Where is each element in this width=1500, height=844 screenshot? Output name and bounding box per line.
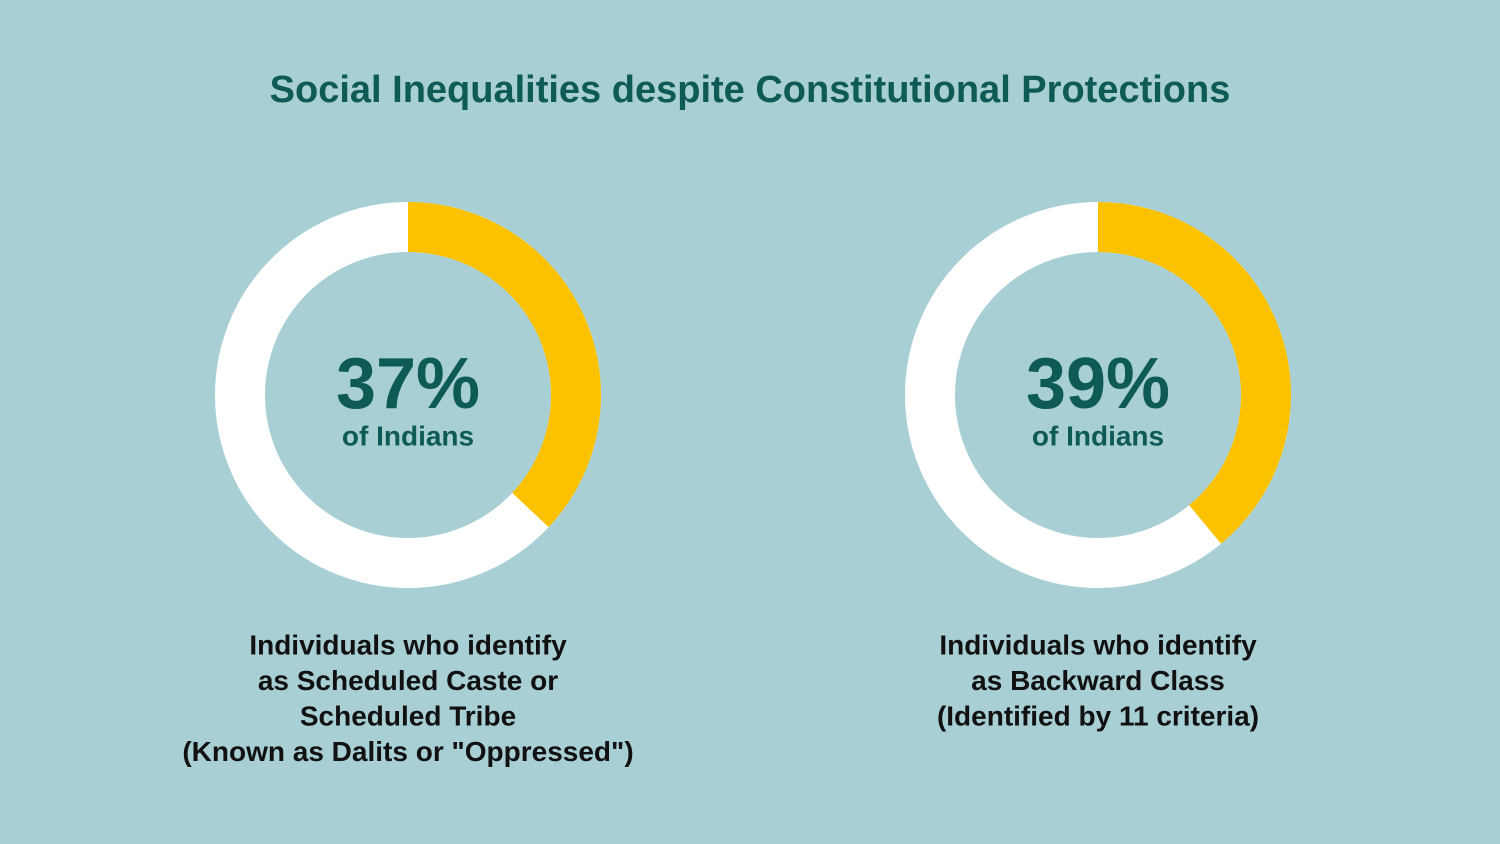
donut-segment xyxy=(407,202,601,528)
caption-line: Individuals who identify xyxy=(939,629,1257,660)
value-label: 37% xyxy=(336,344,480,424)
caption-line: as Scheduled Caste or xyxy=(258,665,558,696)
page-title: Social Inequalities despite Constitution… xyxy=(270,69,1231,111)
caption-line: Individuals who identify xyxy=(249,629,567,660)
caption-line: (Identified by 11 criteria) xyxy=(937,700,1259,731)
caption-line: (Known as Dalits or "Oppressed") xyxy=(182,736,633,767)
donut-segment xyxy=(1097,202,1291,544)
subtitle: of Indians xyxy=(342,420,474,451)
value-label: 39% xyxy=(1026,344,1170,424)
caption-line: as Backward Class xyxy=(971,665,1225,696)
caption-line: Scheduled Tribe xyxy=(300,700,516,731)
subtitle: of Indians xyxy=(1032,420,1164,451)
